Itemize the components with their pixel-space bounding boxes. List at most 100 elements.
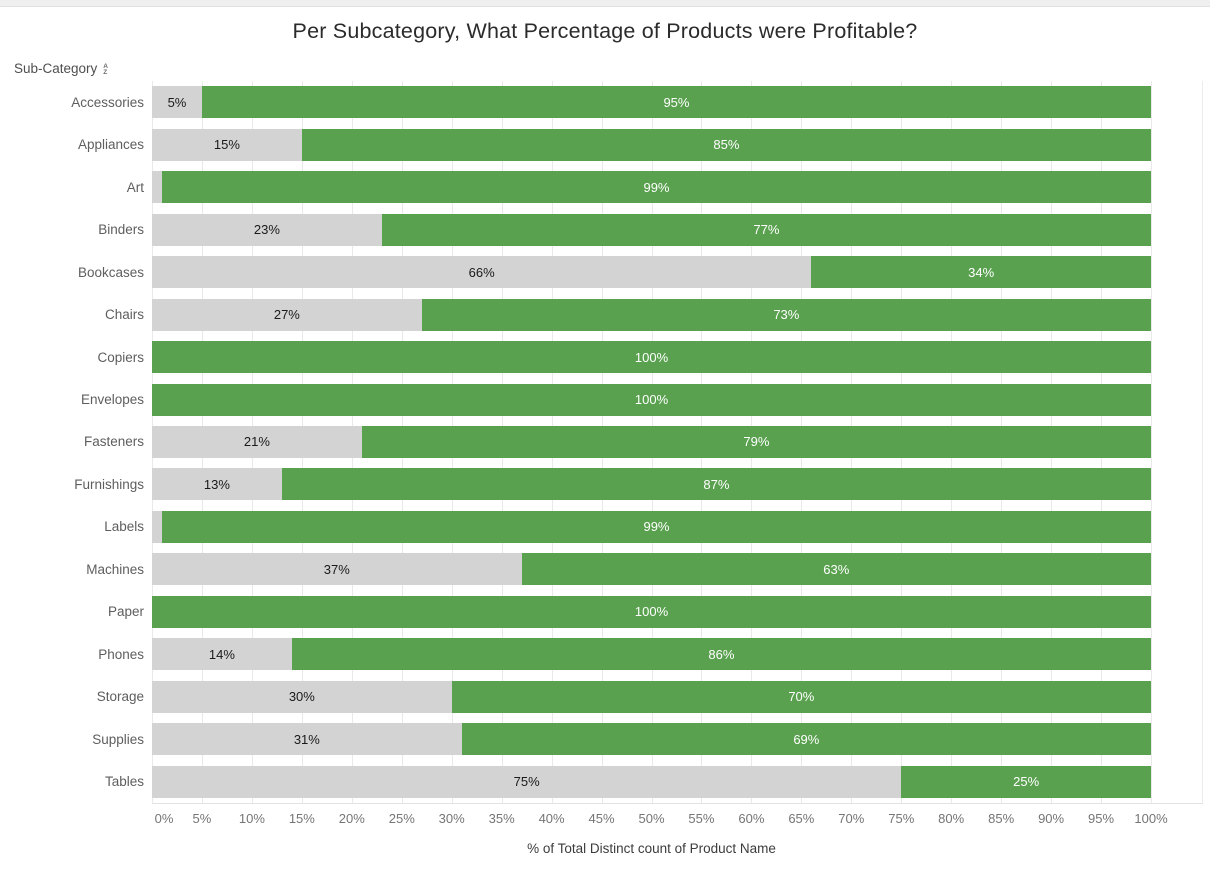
bar-segment-not-profitable[interactable]: 30% — [152, 680, 452, 713]
category-label[interactable]: Phones — [98, 646, 144, 662]
x-axis-tick: 25% — [388, 811, 415, 826]
chart-row: 75% 25% — [152, 761, 1202, 803]
category-label[interactable]: Fasteners — [83, 434, 144, 450]
chart-row: 37% 63% — [152, 548, 1202, 590]
chart-title: Per Subcategory, What Percentage of Prod… — [292, 19, 918, 43]
plot-area: 5% 95% 15% 85% 99% 23% 77% 66% 34% 27% 73% 100% 100%… — [152, 81, 1203, 804]
bar-stack: 31% 69% — [152, 723, 1151, 756]
bar-segment-not-profitable[interactable]: 21% — [152, 425, 362, 458]
bar-label: 75% — [513, 774, 540, 790]
bar-segment-not-profitable[interactable]: 37% — [152, 553, 522, 586]
bar-segment-profitable[interactable]: 70% — [451, 680, 1151, 713]
bar-stack: 14% 86% — [152, 638, 1151, 671]
bar-segment-profitable[interactable]: 100% — [152, 383, 1151, 416]
x-axis-tick: 5% — [192, 811, 212, 826]
bar-label: 13% — [203, 476, 230, 492]
bar-label: 34% — [968, 264, 995, 280]
chart-row: 14% 86% — [152, 633, 1202, 675]
x-axis-tick: 85% — [988, 811, 1015, 826]
window-top-strip — [0, 0, 1210, 7]
bar-label: 69% — [793, 731, 820, 747]
category-label[interactable]: Storage — [96, 689, 144, 705]
bar-stack: 15% 85% — [152, 128, 1151, 161]
bar-label: 70% — [788, 689, 815, 705]
category-label[interactable]: Supplies — [92, 731, 144, 747]
bar-stack: 13% 87% — [152, 468, 1151, 501]
bar-stack: 5% 95% — [152, 86, 1151, 119]
bar-stack: 100% — [152, 595, 1151, 628]
bar-label: 95% — [663, 94, 690, 110]
x-axis-tick: 90% — [1038, 811, 1065, 826]
bar-segment-not-profitable[interactable] — [152, 510, 162, 543]
column-header-sub-category[interactable]: Sub-Category A Z — [14, 61, 108, 76]
bar-segment-not-profitable[interactable]: 23% — [152, 213, 382, 246]
bar-segment-profitable[interactable]: 69% — [461, 723, 1151, 756]
bar-label: 63% — [823, 561, 850, 577]
gridline — [1151, 81, 1152, 803]
x-axis-tick: 100% — [1134, 811, 1168, 826]
bar-segment-profitable[interactable]: 100% — [152, 595, 1151, 628]
bar-stack: 37% 63% — [152, 553, 1151, 586]
chart-row: 21% 79% — [152, 421, 1202, 463]
bar-label: 86% — [708, 646, 735, 662]
bar-label: 37% — [323, 561, 350, 577]
bar-segment-profitable[interactable]: 77% — [381, 213, 1151, 246]
chart-row: 13% 87% — [152, 463, 1202, 505]
x-axis-tick: 95% — [1088, 811, 1115, 826]
bar-segment-not-profitable[interactable]: 31% — [152, 723, 462, 756]
bar-segment-profitable[interactable]: 99% — [161, 171, 1151, 204]
bar-segment-not-profitable[interactable]: 13% — [152, 468, 282, 501]
bar-segment-not-profitable[interactable]: 66% — [152, 256, 812, 289]
bar-segment-not-profitable[interactable]: 75% — [152, 765, 902, 798]
category-label[interactable]: Labels — [104, 519, 144, 535]
bar-segment-profitable[interactable]: 79% — [361, 425, 1151, 458]
category-label[interactable]: Machines — [86, 561, 144, 577]
category-label[interactable]: Furnishings — [74, 476, 144, 492]
category-label[interactable]: Envelopes — [80, 392, 144, 408]
x-axis-tick: 15% — [288, 811, 315, 826]
bar-stack: 99% — [152, 510, 1151, 543]
category-label[interactable]: Chairs — [104, 307, 144, 323]
bar-segment-profitable[interactable]: 85% — [301, 128, 1151, 161]
bar-label: 100% — [634, 392, 669, 408]
bar-label: 5% — [167, 94, 187, 110]
category-label[interactable]: Paper — [107, 604, 144, 620]
bar-segment-not-profitable[interactable]: 15% — [152, 128, 302, 161]
chart-row: 100% — [152, 336, 1202, 378]
bar-segment-profitable[interactable]: 73% — [421, 298, 1151, 331]
category-label[interactable]: Accessories — [71, 94, 144, 110]
x-axis-tick: 35% — [488, 811, 515, 826]
bar-segment-profitable[interactable]: 100% — [152, 341, 1151, 374]
x-axis-tick: 30% — [438, 811, 465, 826]
bar-label: 99% — [643, 179, 670, 195]
category-label[interactable]: Copiers — [97, 349, 144, 365]
az-sort-icon[interactable]: A Z — [103, 63, 108, 76]
bar-segment-not-profitable[interactable]: 27% — [152, 298, 422, 331]
bar-label: 100% — [634, 604, 669, 620]
bar-segment-profitable[interactable]: 34% — [811, 256, 1151, 289]
bar-segment-not-profitable[interactable]: 14% — [152, 638, 292, 671]
bar-segment-profitable[interactable]: 99% — [161, 510, 1151, 543]
category-label[interactable]: Art — [126, 179, 144, 195]
x-axis-tick: 55% — [688, 811, 715, 826]
bar-segment-not-profitable[interactable] — [152, 171, 162, 204]
bar-segment-profitable[interactable]: 95% — [201, 86, 1151, 119]
bar-segment-profitable[interactable]: 86% — [291, 638, 1151, 671]
category-label[interactable]: Binders — [98, 222, 144, 238]
category-label[interactable]: Tables — [104, 774, 144, 790]
bar-segment-not-profitable[interactable]: 5% — [152, 86, 202, 119]
bar-segment-profitable[interactable]: 25% — [901, 765, 1151, 798]
bar-segment-profitable[interactable]: 63% — [521, 553, 1151, 586]
category-label[interactable]: Appliances — [77, 137, 144, 153]
chart-row: 100% — [152, 591, 1202, 633]
bar-label: 30% — [288, 689, 315, 705]
bar-label: 31% — [293, 731, 320, 747]
bar-stack: 30% 70% — [152, 680, 1151, 713]
bar-stack: 75% 25% — [152, 765, 1151, 798]
sort-icon-z: Z — [103, 69, 108, 76]
bar-stack: 100% — [152, 383, 1151, 416]
chart-row: 66% 34% — [152, 251, 1202, 293]
category-label[interactable]: Bookcases — [77, 264, 144, 280]
bar-label: 66% — [468, 264, 495, 280]
bar-segment-profitable[interactable]: 87% — [281, 468, 1151, 501]
